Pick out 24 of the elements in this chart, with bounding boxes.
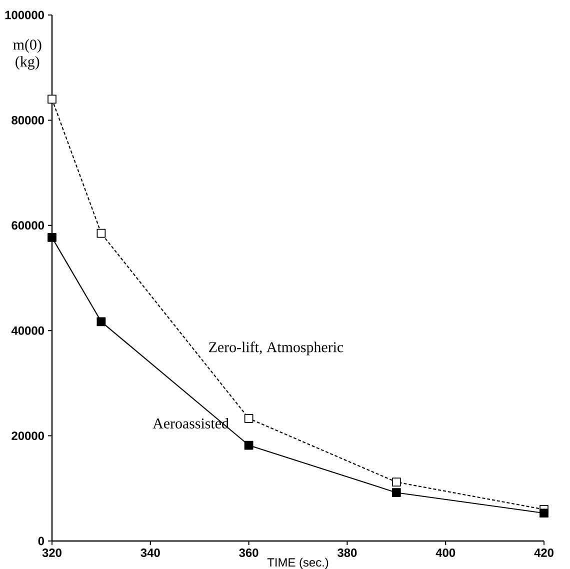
x-axis-title: TIME (sec.) [267,558,328,569]
point [392,478,401,487]
point [540,508,548,518]
y-tick-label: 100000 [5,10,44,20]
x-tick-label: 420 [534,548,554,557]
point [244,440,254,450]
point [96,317,106,326]
y-tick-label: 0 [38,536,44,546]
y-axis-title: m(0) (kg) [13,39,42,70]
y-tick-label: 40000 [11,326,44,335]
point [244,414,254,423]
x-tick-label: 400 [436,548,456,557]
x-tick-label: 380 [338,548,357,557]
x-tick-label: 320 [42,548,62,557]
point [48,94,56,104]
point [48,233,56,242]
y-tick-label: 80000 [12,116,44,124]
x-tick-label: 340 [140,548,160,557]
y-tick-label: 60000 [12,221,44,230]
y-tick-label: 20000 [12,432,44,440]
x-tick-label: 360 [239,548,258,557]
point [96,228,106,238]
series-label: Zero-lift, Atmospheric [209,342,344,356]
point [392,488,401,498]
